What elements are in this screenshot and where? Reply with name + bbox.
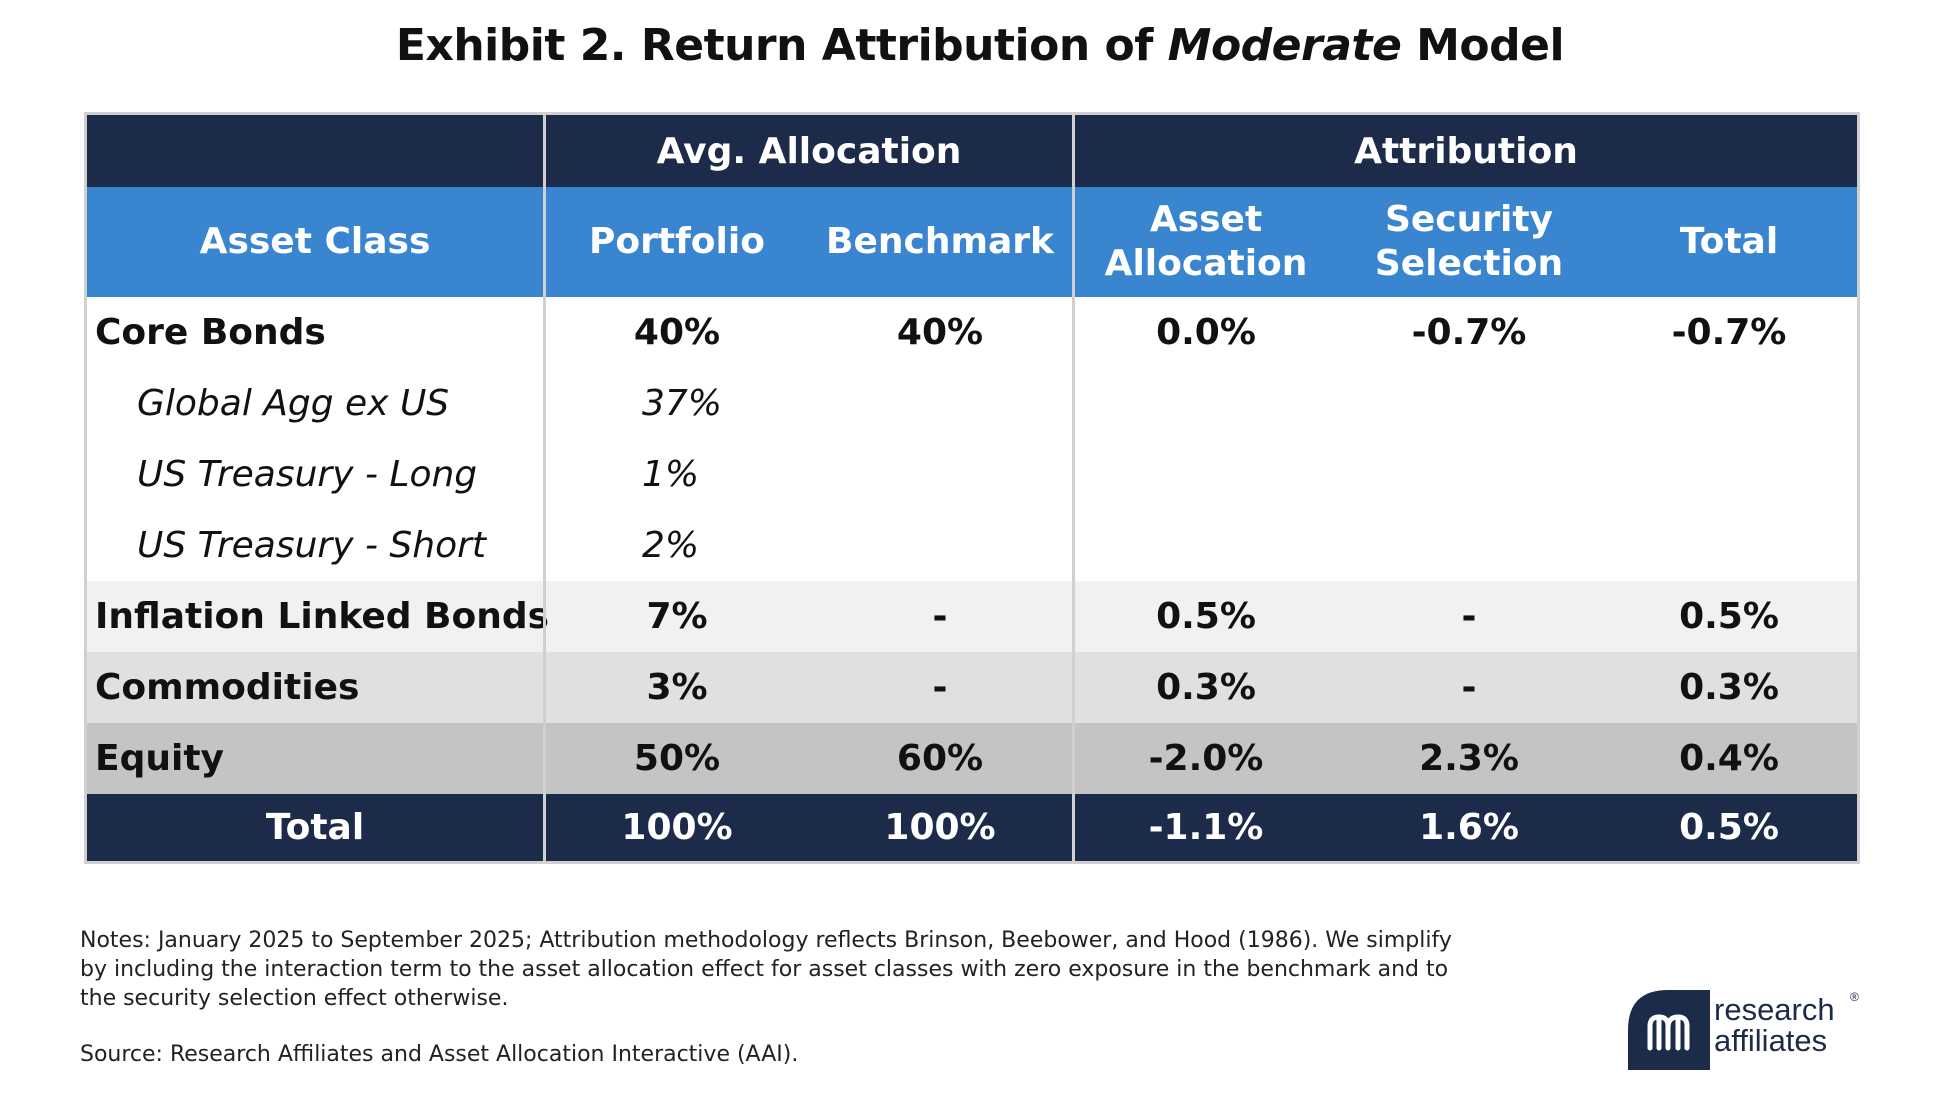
table-row: US Treasury - Long 1% (87, 439, 1857, 510)
asset-allocation-cell: 0.5% (1156, 596, 1256, 637)
col-header-asset-allocation: Asset Allocation (1075, 187, 1337, 297)
total-label-cell: Total (265, 807, 365, 848)
table-row: US Treasury - Short 2% (87, 510, 1857, 581)
total-cell: -0.7% (1671, 312, 1787, 353)
col-header-security-selection-line2: Selection (1374, 243, 1564, 284)
group-header-attribution: Attribution (1354, 130, 1578, 172)
logo-line2: affiliates (1714, 1023, 1828, 1058)
benchmark-cell: - (932, 596, 948, 637)
attribution-table: Avg. Allocation Attribution Asset Class … (84, 112, 1860, 864)
benchmark-cell: 60% (896, 738, 984, 779)
table-total-row: Total 100% 100% -1.1% 1.6% 0.5% (87, 794, 1857, 861)
total-cell: 0.3% (1679, 667, 1779, 708)
col-header-asset-allocation-line2: Allocation (1104, 243, 1308, 284)
total-cell: 0.4% (1679, 738, 1779, 779)
benchmark-cell: 40% (896, 312, 984, 353)
asset-class-cell: US Treasury - Short (137, 525, 487, 566)
portfolio-cell: 40% (633, 312, 721, 353)
notes-text: Notes: January 2025 to September 2025; A… (80, 928, 1452, 1011)
total-security-selection-cell: 1.6% (1419, 807, 1519, 848)
source-text: Source: Research Affiliates and Asset Al… (80, 1042, 799, 1067)
col-header-asset-class: Asset Class (199, 221, 431, 262)
column-divider (543, 115, 546, 861)
col-header-benchmark: Benchmark (826, 221, 1054, 262)
portfolio-cell: 3% (646, 667, 708, 708)
column-header-row: Asset Class Portfolio Benchmark Asset Al… (87, 187, 1857, 297)
column-divider (1072, 115, 1075, 861)
total-total-cell: 0.5% (1679, 807, 1779, 848)
group-header-avg-allocation: Avg. Allocation (656, 130, 962, 172)
logo-registered-mark: ® (1850, 990, 1859, 1004)
total-cell: 0.5% (1679, 596, 1779, 637)
col-header-security-selection-line1: Security (1384, 199, 1554, 240)
portfolio-cell: 50% (633, 738, 721, 779)
logo-text: research affiliates (1714, 994, 1835, 1056)
table-row: Inflation Linked Bonds 7% - 0.5% - 0.5% (87, 581, 1857, 652)
table-row: Core Bonds 40% 40% 0.0% -0.7% -0.7% (87, 297, 1857, 368)
portfolio-cell: 2% (642, 525, 700, 566)
asset-class-cell: Equity (95, 738, 225, 779)
asset-class-cell: Core Bonds (95, 312, 326, 353)
asset-class-cell: US Treasury - Long (137, 454, 478, 495)
logo-mark-icon (1628, 990, 1710, 1070)
logo-line1: research (1714, 992, 1835, 1027)
col-header-total: Total (1679, 221, 1779, 262)
asset-allocation-cell: 0.3% (1156, 667, 1256, 708)
asset-allocation-cell: 0.0% (1156, 312, 1256, 353)
asset-allocation-cell: -2.0% (1148, 738, 1264, 779)
title-prefix: Exhibit 2. Return Attribution of (395, 20, 1168, 71)
col-header-portfolio: Portfolio (589, 221, 765, 262)
col-header-security-selection: Security Selection (1337, 187, 1601, 297)
table-row: Global Agg ex US 37% (87, 368, 1857, 439)
portfolio-cell: 37% (642, 383, 723, 424)
total-asset-allocation-cell: -1.1% (1148, 807, 1264, 848)
page-title: Exhibit 2. Return Attribution of Moderat… (0, 20, 1960, 71)
portfolio-cell: 1% (642, 454, 700, 495)
col-header-asset-allocation-line1: Asset (1149, 199, 1263, 240)
security-selection-cell: - (1461, 667, 1477, 708)
total-benchmark-cell: 100% (884, 807, 996, 848)
group-header-blank (87, 115, 543, 187)
asset-class-cell: Commodities (95, 667, 360, 708)
research-affiliates-logo: research affiliates ® (1628, 990, 1868, 1070)
table-row: Equity 50% 60% -2.0% 2.3% 0.4% (87, 723, 1857, 794)
title-suffix: Model (1401, 20, 1565, 71)
table-row: Commodities 3% - 0.3% - 0.3% (87, 652, 1857, 723)
total-portfolio-cell: 100% (621, 807, 733, 848)
security-selection-cell: -0.7% (1411, 312, 1527, 353)
portfolio-cell: 7% (646, 596, 708, 637)
title-italic: Moderate (1167, 20, 1402, 71)
group-header-row: Avg. Allocation Attribution (87, 115, 1857, 187)
security-selection-cell: 2.3% (1419, 738, 1519, 779)
security-selection-cell: - (1461, 596, 1477, 637)
benchmark-cell: - (932, 667, 948, 708)
asset-class-cell: Global Agg ex US (137, 383, 450, 424)
asset-class-cell: Inflation Linked Bonds (95, 596, 550, 637)
